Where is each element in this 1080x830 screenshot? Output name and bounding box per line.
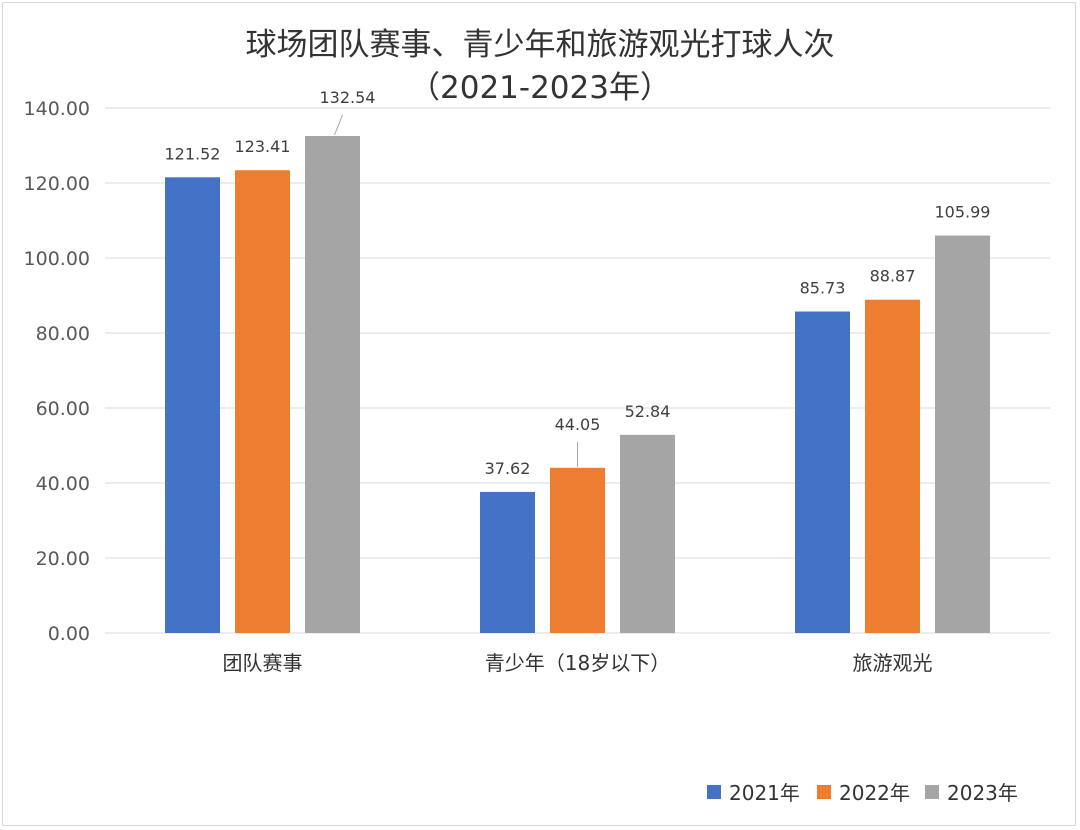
leader-line bbox=[334, 114, 343, 136]
bar-2021年 bbox=[165, 177, 220, 634]
x-category-label: 旅游观光 bbox=[853, 651, 933, 675]
data-label: 44.05 bbox=[555, 415, 601, 434]
data-label: 123.41 bbox=[235, 137, 291, 156]
legend-label: 2022年 bbox=[839, 781, 910, 805]
legend-label: 2021年 bbox=[729, 781, 800, 805]
y-tick-label: 60.00 bbox=[36, 398, 90, 420]
data-label: 105.99 bbox=[935, 203, 991, 222]
y-tick-label: 80.00 bbox=[36, 323, 90, 345]
bar-2021年 bbox=[795, 311, 850, 633]
legend-swatch bbox=[817, 785, 831, 799]
y-tick-label: 120.00 bbox=[24, 173, 90, 195]
bar-2023年 bbox=[305, 135, 360, 633]
data-label: 37.62 bbox=[485, 459, 531, 478]
legend-swatch bbox=[925, 785, 939, 799]
y-tick-label: 20.00 bbox=[36, 548, 90, 570]
y-tick-label: 140.00 bbox=[24, 98, 90, 120]
x-category-label: 团队赛事 bbox=[223, 651, 303, 675]
chart-title: 球场团队赛事、青少年和旅游观光打球人次 bbox=[246, 27, 835, 63]
chart-subtitle: （2021-2023年） bbox=[409, 70, 671, 106]
bar-2022年 bbox=[235, 170, 290, 633]
data-label: 88.87 bbox=[870, 267, 916, 286]
bar-2021年 bbox=[480, 491, 535, 633]
legend-swatch bbox=[707, 785, 721, 799]
data-label: 85.73 bbox=[800, 279, 846, 298]
bar-2023年 bbox=[935, 235, 990, 633]
bar-2023年 bbox=[620, 434, 675, 633]
bar-2022年 bbox=[550, 467, 605, 633]
data-label: 132.54 bbox=[320, 88, 376, 107]
bar-2022年 bbox=[865, 299, 920, 633]
legend-label: 2023年 bbox=[947, 781, 1018, 805]
data-label: 52.84 bbox=[625, 402, 671, 421]
y-tick-label: 40.00 bbox=[36, 473, 90, 495]
x-category-label: 青少年（18岁以下） bbox=[485, 651, 670, 675]
data-label: 121.52 bbox=[165, 144, 221, 163]
y-tick-label: 100.00 bbox=[24, 248, 90, 270]
y-tick-label: 0.00 bbox=[48, 623, 90, 645]
